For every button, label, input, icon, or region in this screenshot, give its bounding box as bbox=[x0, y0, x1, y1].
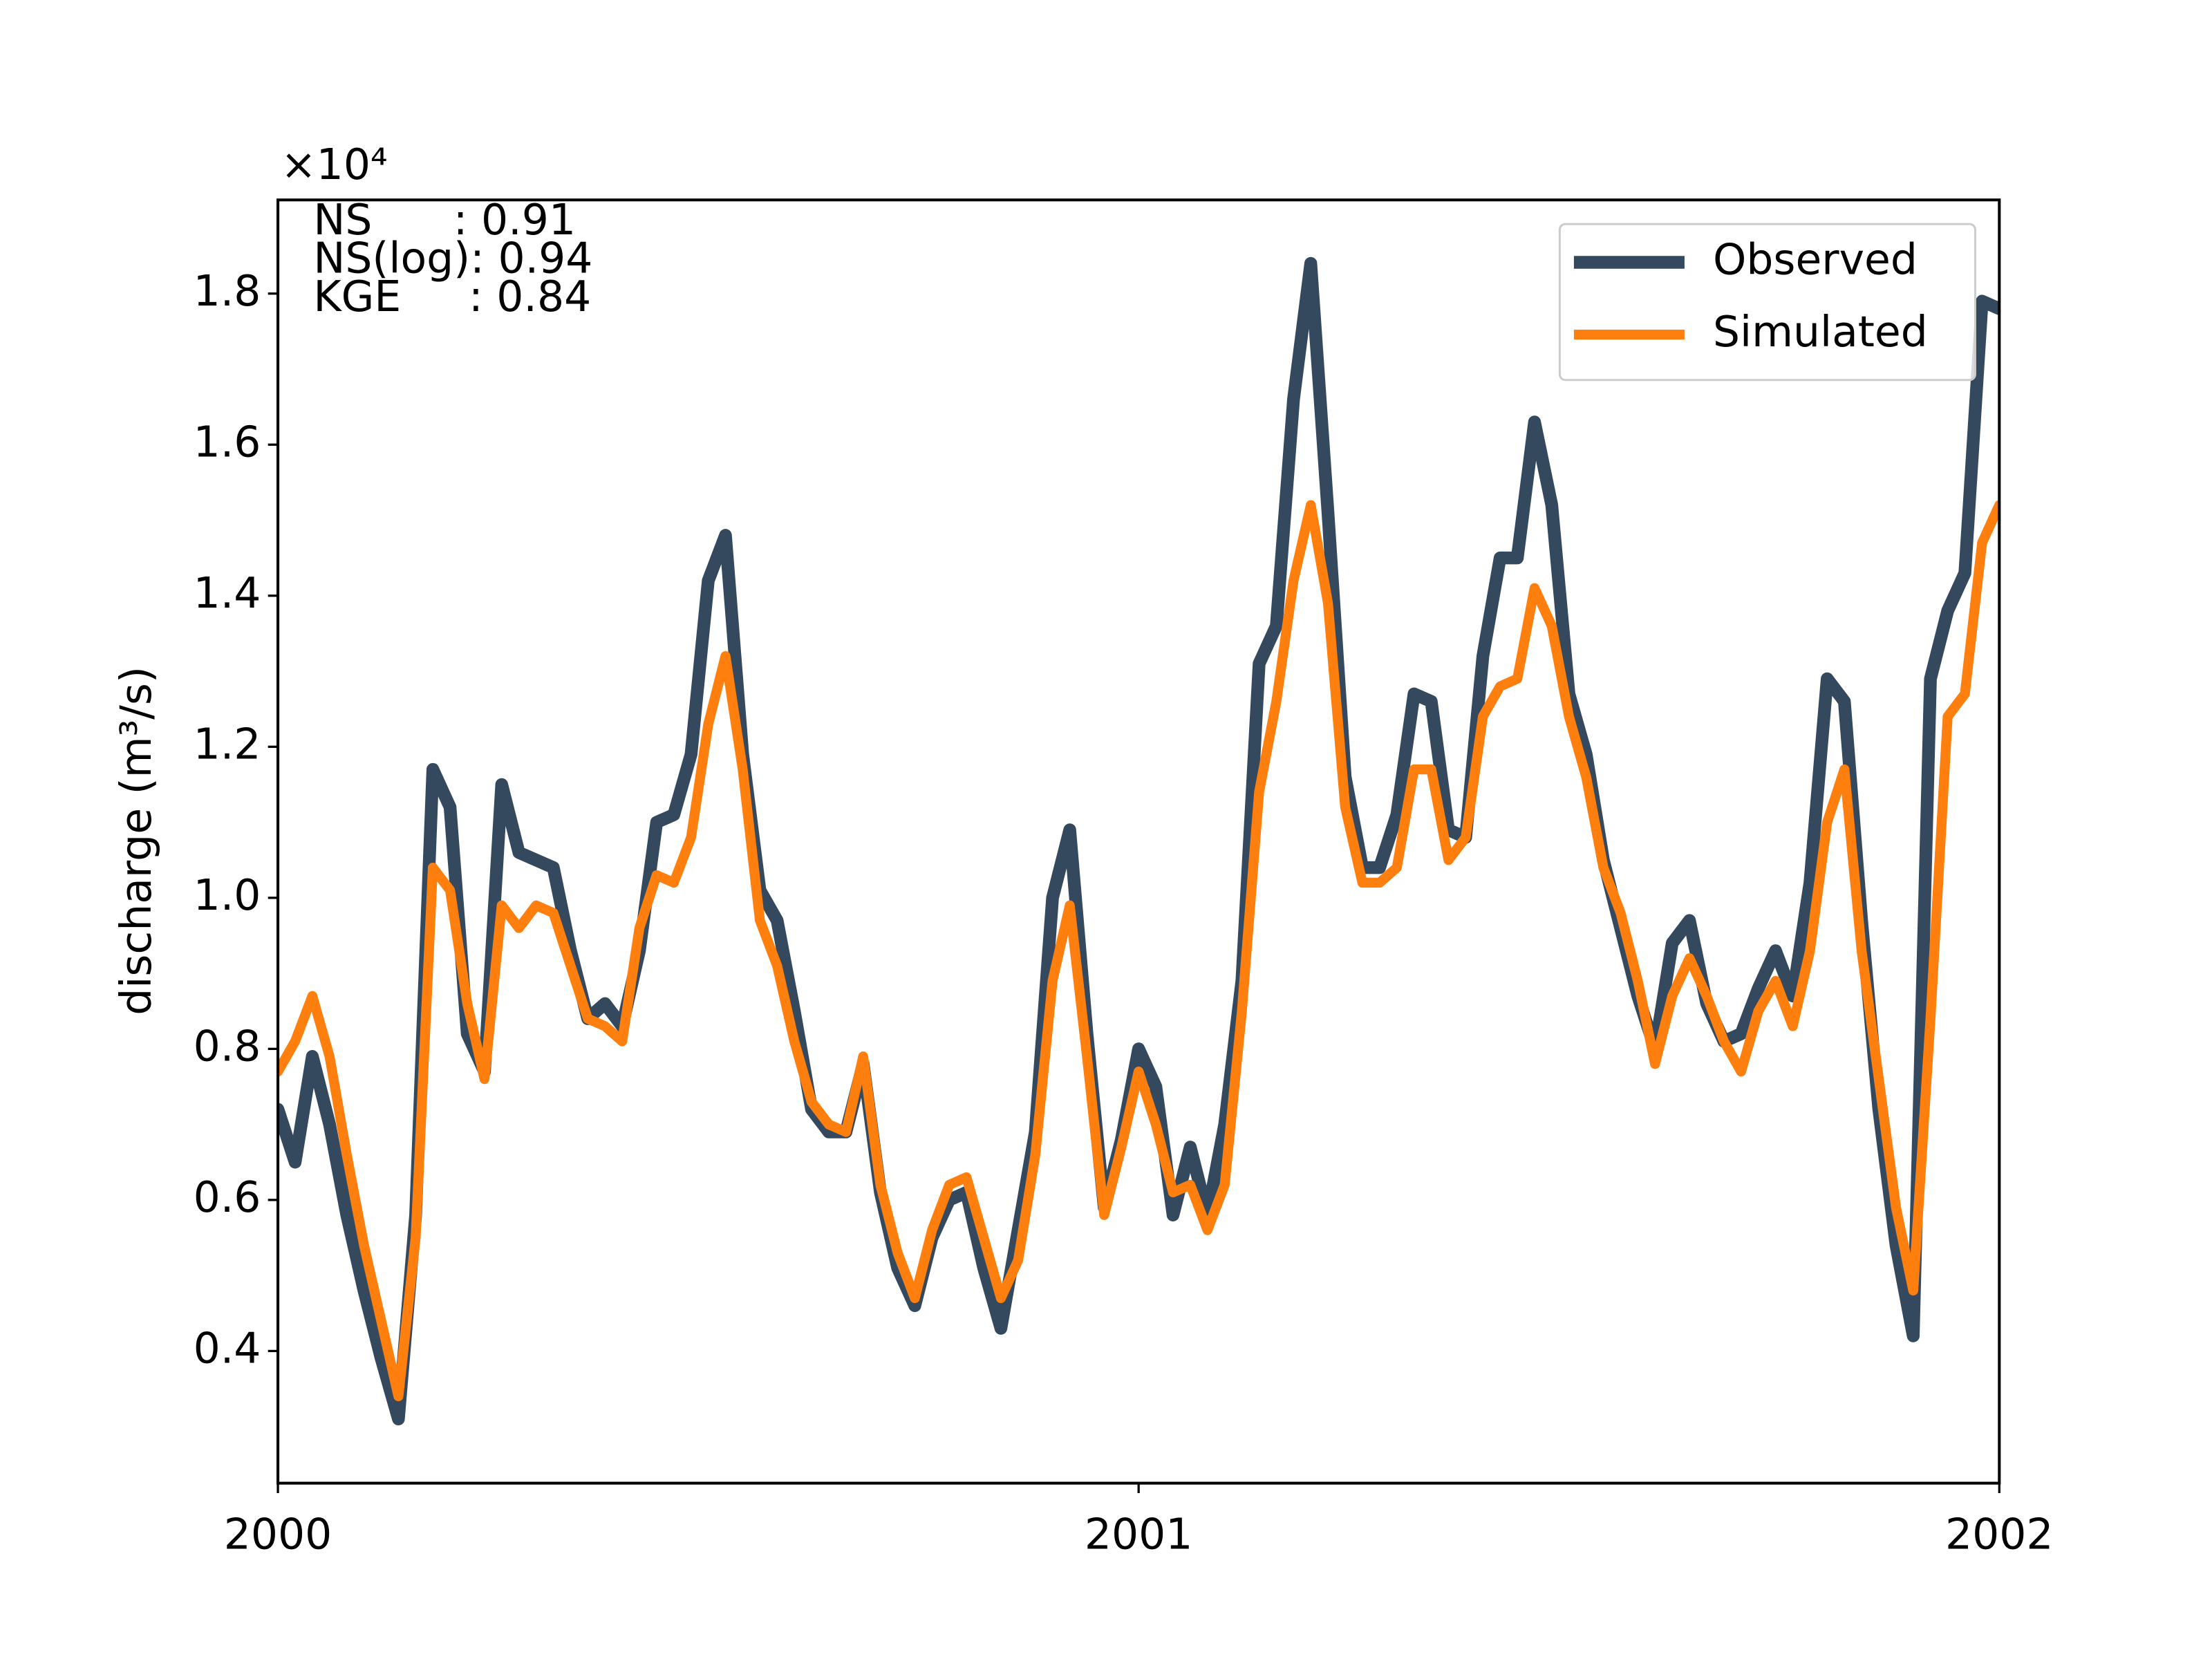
y-tick-label: 1.0 bbox=[194, 870, 261, 920]
legend-label: Simulated bbox=[1713, 307, 1928, 357]
y-tick-label: 0.4 bbox=[194, 1324, 261, 1374]
x-tick-label: 2001 bbox=[1085, 1510, 1193, 1559]
y-scale-label: ×10⁴ bbox=[281, 140, 387, 189]
y-axis-label: discharge (m³/s) bbox=[111, 666, 161, 1015]
y-tick-label: 1.8 bbox=[194, 266, 261, 316]
y-tick-label: 1.6 bbox=[194, 417, 261, 467]
data-line bbox=[278, 500, 2000, 1402]
y-tick-label: 0.6 bbox=[194, 1172, 261, 1222]
x-tick-label: 2000 bbox=[224, 1510, 332, 1559]
legend-label: Observed bbox=[1713, 235, 1918, 285]
y-tick-label: 1.2 bbox=[194, 719, 261, 769]
annotation: NS(log): 0.94 bbox=[313, 234, 592, 283]
annotation: NS : 0.91 bbox=[313, 195, 576, 245]
y-tick-label: 0.8 bbox=[194, 1021, 261, 1071]
y-tick-label: 1.4 bbox=[194, 568, 261, 618]
x-tick-label: 2002 bbox=[1945, 1510, 2054, 1559]
plot-area bbox=[278, 256, 2000, 1425]
annotation: KGE : 0.84 bbox=[313, 272, 591, 321]
